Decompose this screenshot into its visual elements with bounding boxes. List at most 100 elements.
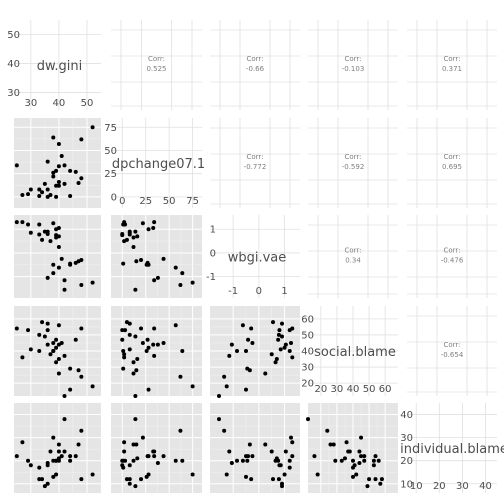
data-point: [62, 163, 67, 168]
data-point: [180, 349, 185, 353]
tick-label: 30: [400, 433, 413, 444]
data-point: [28, 347, 33, 352]
data-point: [14, 454, 19, 459]
data-point: [371, 463, 376, 468]
data-point: [73, 260, 78, 265]
data-point: [249, 326, 254, 331]
data-point: [278, 463, 283, 468]
data-point: [76, 442, 81, 447]
data-point: [68, 261, 73, 266]
data-point: [178, 428, 183, 433]
data-point: [62, 449, 67, 454]
data-point: [287, 465, 292, 470]
data-point: [133, 394, 138, 398]
data-point: [146, 387, 151, 392]
data-point: [127, 321, 132, 326]
data-point: [42, 229, 47, 234]
data-point: [56, 164, 61, 169]
data-point: [217, 417, 221, 422]
corr-label: Corr:: [443, 247, 460, 255]
data-point: [371, 458, 376, 463]
data-point: [373, 454, 378, 459]
data-point: [229, 461, 234, 465]
data-point: [315, 472, 320, 477]
data-point: [133, 287, 138, 292]
tick-label: 50: [163, 196, 176, 207]
data-point: [161, 256, 166, 261]
data-point: [56, 141, 61, 146]
data-point: [144, 474, 149, 479]
corr-value: -0.66: [246, 65, 265, 73]
data-point: [249, 477, 254, 482]
tick-label: 25: [139, 196, 152, 207]
data-point: [73, 337, 78, 342]
data-point: [247, 442, 252, 447]
data-point: [290, 440, 295, 445]
data-point: [173, 323, 178, 328]
data-point: [127, 332, 132, 337]
data-point: [222, 428, 227, 433]
corr-value: 0.34: [345, 257, 361, 265]
data-point: [56, 449, 61, 454]
data-point: [51, 435, 56, 440]
tick-label: 60: [301, 314, 314, 325]
data-point: [245, 458, 250, 463]
data-point: [190, 384, 195, 389]
variable-name: dw.gini: [37, 59, 83, 74]
data-point: [133, 229, 138, 234]
data-point: [131, 458, 136, 463]
corr-value: -0.476: [441, 257, 464, 265]
data-point: [56, 442, 61, 447]
data-point: [37, 187, 42, 192]
data-point: [351, 458, 355, 463]
corr-label: Corr:: [443, 153, 460, 161]
data-point: [56, 265, 61, 270]
data-point: [367, 477, 372, 482]
tick-label: 50: [301, 330, 314, 341]
corr-label: Corr:: [344, 247, 361, 255]
data-point: [68, 168, 73, 173]
data-point: [73, 454, 78, 459]
data-point: [240, 458, 245, 463]
data-point: [45, 342, 50, 347]
tick-label: 1: [210, 225, 216, 236]
data-point: [56, 183, 61, 188]
data-point: [62, 287, 67, 292]
data-point: [51, 221, 56, 226]
data-point: [26, 328, 31, 333]
data-point: [51, 271, 56, 276]
data-point: [54, 458, 59, 463]
data-point: [121, 366, 126, 371]
data-point: [357, 449, 362, 454]
data-point: [351, 474, 355, 479]
data-point: [79, 477, 84, 482]
data-point: [134, 259, 139, 264]
data-point: [68, 458, 73, 463]
data-point: [222, 374, 227, 379]
tick-label: 10: [410, 481, 423, 492]
data-point: [289, 435, 293, 440]
data-point: [54, 337, 59, 342]
data-point: [68, 366, 73, 371]
tick-label: 20: [400, 456, 413, 467]
data-point: [122, 440, 127, 445]
data-point: [56, 371, 61, 376]
data-point: [121, 458, 126, 463]
tick-label: 50: [104, 146, 117, 157]
data-point: [20, 440, 25, 445]
data-point: [90, 280, 95, 285]
panel-bg: [210, 403, 300, 493]
data-point: [224, 384, 229, 389]
data-point: [62, 353, 67, 358]
tick-label: 30: [456, 481, 469, 492]
data-point: [274, 357, 279, 362]
corr-label: Corr:: [148, 55, 165, 63]
data-point: [282, 472, 287, 477]
data-point: [373, 477, 378, 482]
data-point: [56, 226, 61, 231]
data-point: [283, 342, 288, 347]
data-point: [359, 435, 364, 440]
data-point: [290, 355, 295, 360]
data-point: [152, 278, 157, 283]
data-point: [127, 347, 132, 352]
